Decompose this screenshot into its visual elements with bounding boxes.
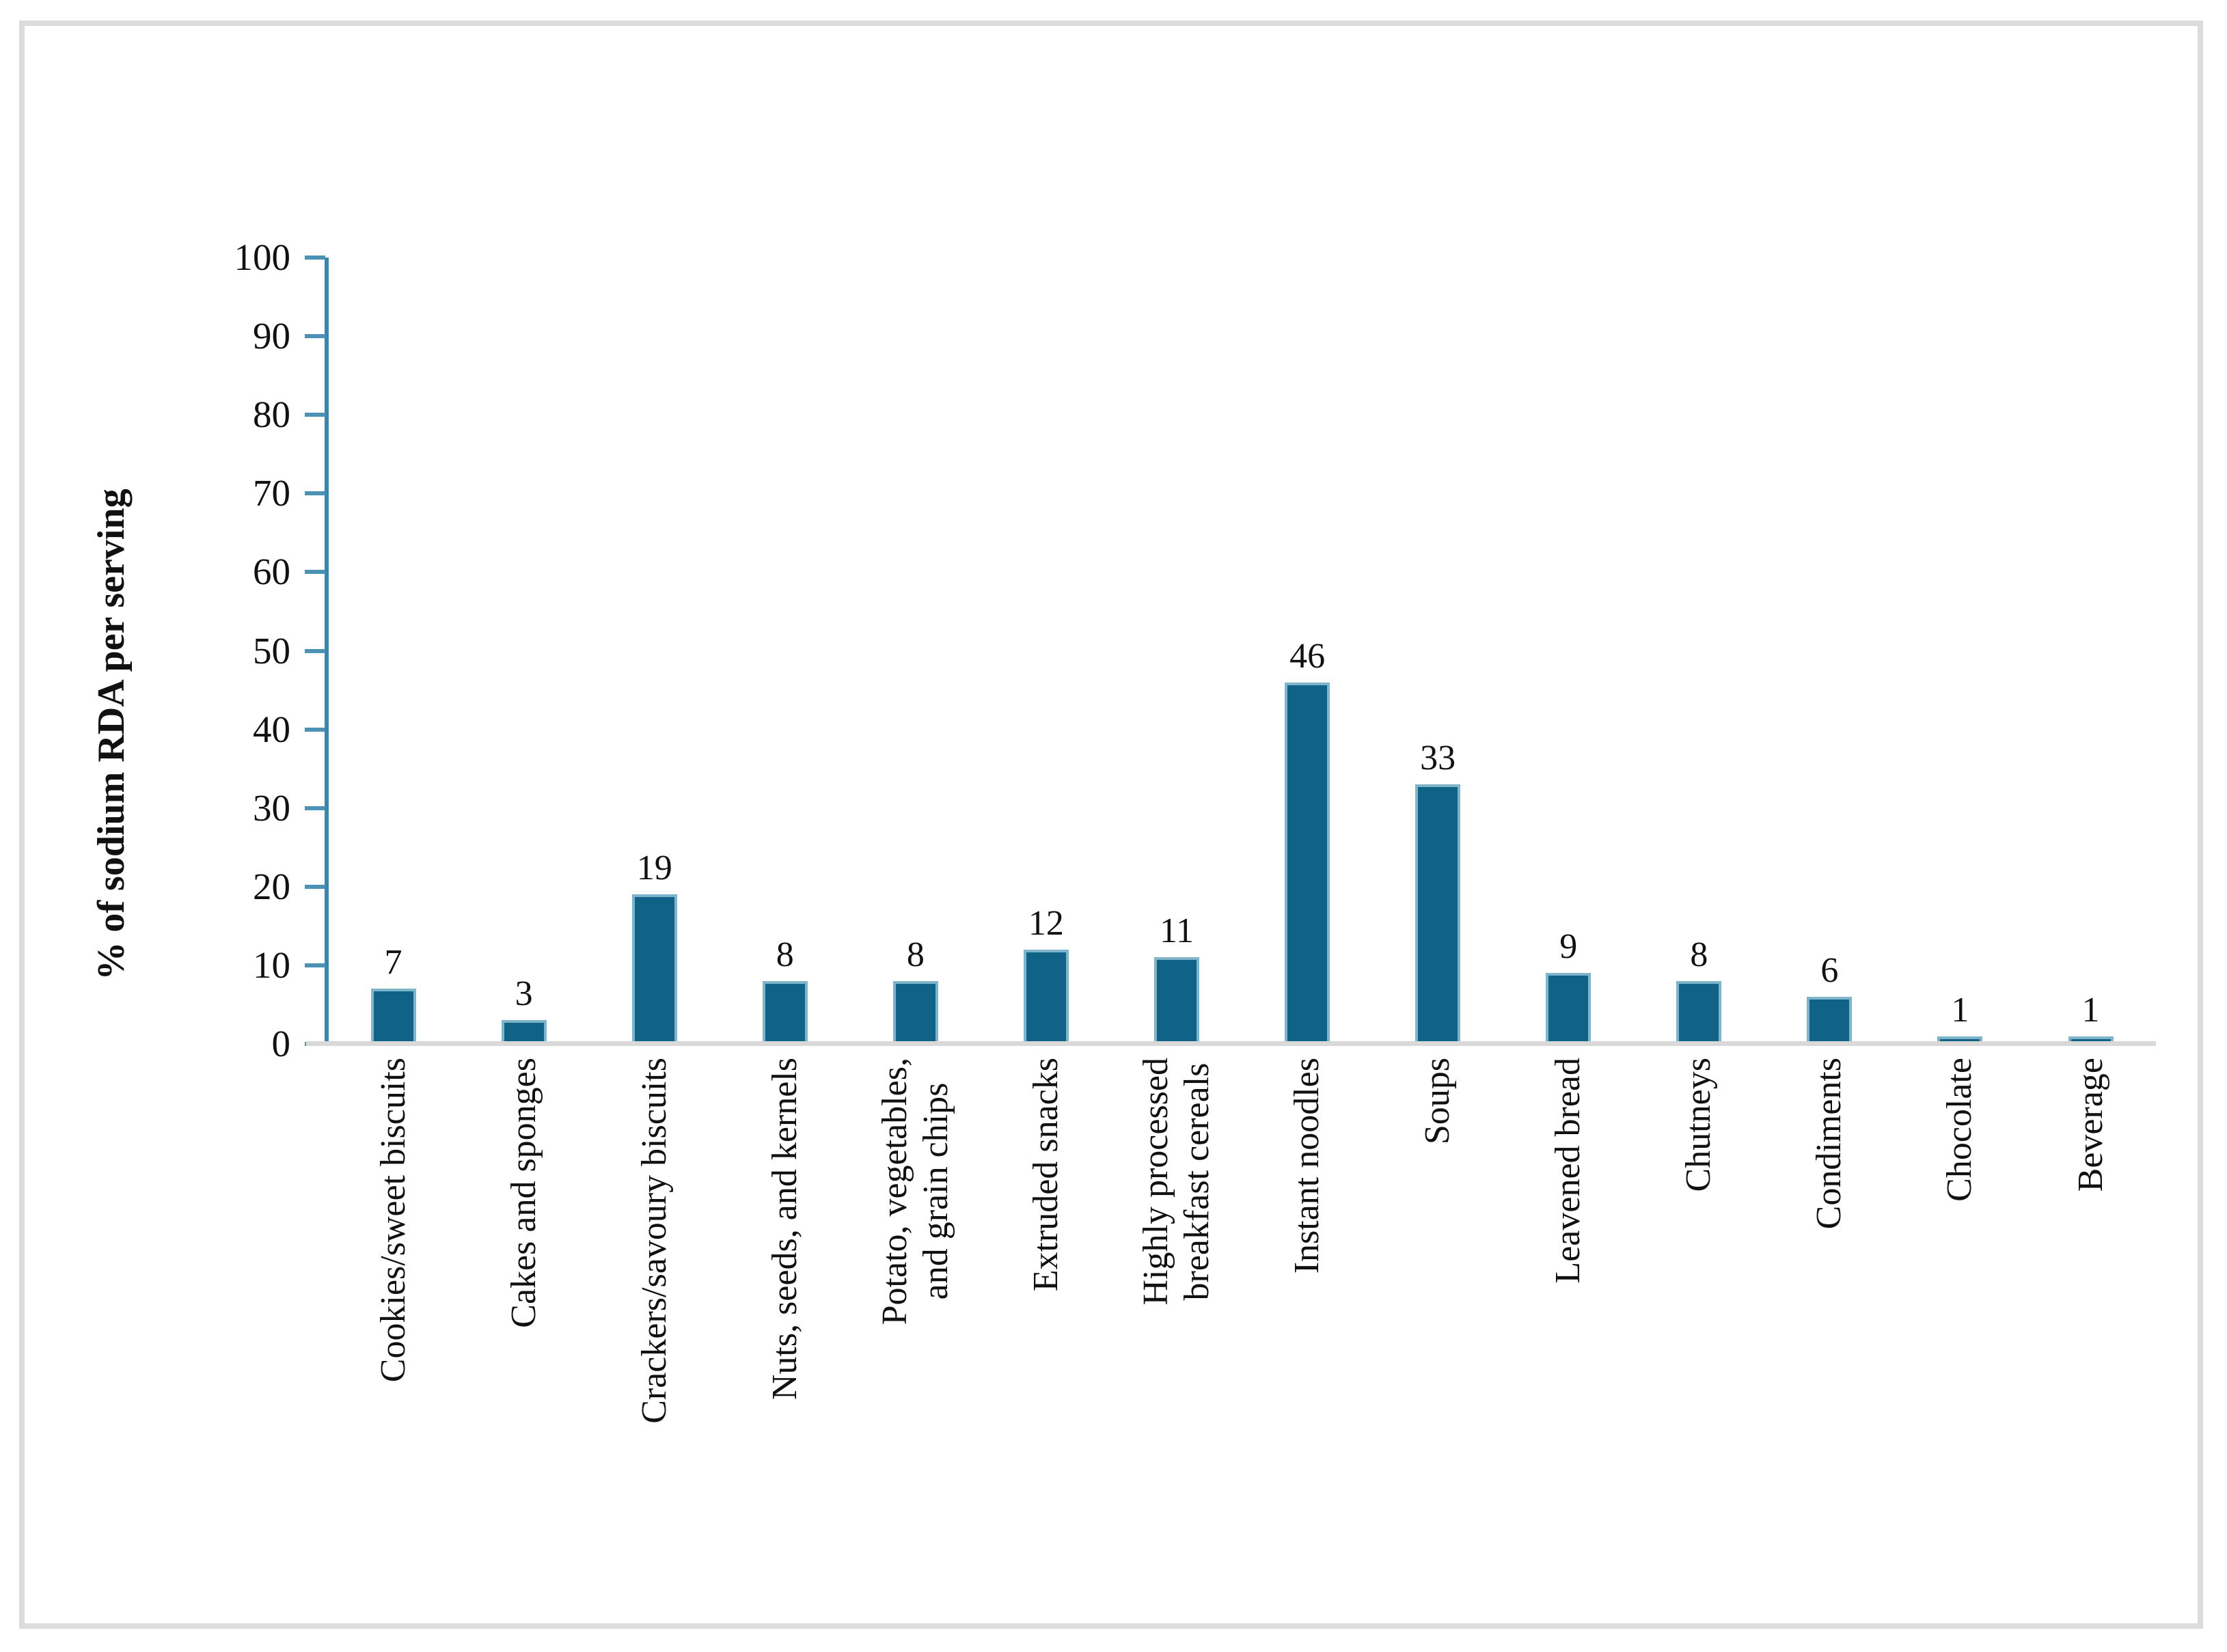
category-slot: Potato, vegetables, and grain chips — [850, 1058, 981, 1584]
category-label: Potato, vegetables, and grain chips — [875, 1058, 955, 1325]
bar-value-label: 9 — [1559, 927, 1578, 967]
category-slot: Nuts, seeds, and kernels — [720, 1058, 850, 1584]
bar — [1676, 980, 1722, 1044]
bar-value-label: 19 — [636, 849, 672, 888]
bar-value-label: 7 — [384, 943, 402, 982]
y-tick — [305, 884, 325, 889]
bar — [631, 894, 677, 1044]
bar-slot: 19 — [589, 258, 720, 1044]
bar — [370, 989, 416, 1044]
category-slot: Cookies/sweet biscuits — [328, 1058, 459, 1584]
bar-slot: 3 — [459, 258, 589, 1044]
category-label: Soups — [1418, 1058, 1458, 1145]
category-slot: Highly processed breakfast cereals — [1111, 1058, 1242, 1584]
bar — [1807, 996, 1853, 1044]
y-tick-label: 10 — [253, 944, 290, 986]
category-slot: Soups — [1373, 1058, 1503, 1584]
bar-slot: 1 — [2025, 258, 2156, 1044]
category-label: Leavened bread — [1548, 1058, 1588, 1284]
bar-value-label: 1 — [1951, 990, 1969, 1030]
y-tick — [305, 727, 325, 732]
y-tick-label: 0 — [271, 1023, 291, 1064]
category-labels: Cookies/sweet biscuits Cakes and sponges C… — [328, 1058, 2156, 1584]
bar-value-label: 11 — [1159, 911, 1194, 951]
y-tick — [305, 570, 325, 575]
bar-value-label: 8 — [776, 935, 794, 974]
category-label: Extruded snacks — [1026, 1058, 1065, 1292]
category-slot: Chocolate — [1895, 1058, 2025, 1584]
bar-slot: 1 — [1895, 258, 2025, 1044]
bar-value-label: 3 — [515, 974, 533, 1014]
bar-slot: 9 — [1503, 258, 1634, 1044]
y-tick-label: 100 — [234, 236, 291, 278]
y-tick-label: 20 — [253, 865, 290, 907]
category-slot: Condiments — [1764, 1058, 1895, 1584]
bar — [1154, 957, 1199, 1044]
bar — [1023, 949, 1069, 1044]
bar-slot: 11 — [1111, 258, 1242, 1044]
category-slot: Leavened bread — [1503, 1058, 1634, 1584]
category-label: Beverage — [2071, 1058, 2110, 1192]
y-tick — [305, 256, 325, 260]
x-axis-baseline — [306, 1041, 2156, 1046]
y-tick-label: 70 — [253, 472, 290, 514]
category-label: Crackers/savoury biscuits — [634, 1058, 674, 1424]
bar-value-label: 33 — [1420, 739, 1456, 778]
category-slot: Chutneys — [1634, 1058, 1764, 1584]
y-tick-label: 60 — [253, 551, 290, 593]
bar-slot: 8 — [850, 258, 981, 1044]
bar-value-label: 46 — [1289, 636, 1326, 676]
bar-value-label: 12 — [1028, 903, 1064, 943]
category-slot: Instant noodles — [1242, 1058, 1373, 1584]
bar-slot: 8 — [720, 258, 850, 1044]
category-label: Cookies/sweet biscuits — [373, 1058, 413, 1383]
y-tick — [305, 806, 325, 810]
y-tick — [305, 413, 325, 417]
bar-slot: 6 — [1764, 258, 1895, 1044]
bar-value-label: 8 — [906, 935, 925, 974]
category-slot: Crackers/savoury biscuits — [589, 1058, 720, 1584]
plot-area: 7 3 19 8 8 12 11 46 33 9 8 6 1 1 — [305, 256, 2156, 1046]
y-tick-label: 40 — [253, 708, 290, 750]
y-axis-line — [325, 258, 329, 1045]
category-label: Highly processed breakfast cereals — [1136, 1058, 1216, 1306]
y-tick-label: 90 — [253, 315, 290, 357]
bar — [762, 980, 808, 1044]
category-slot: Cakes and sponges — [459, 1058, 589, 1584]
y-tick-label: 80 — [253, 394, 290, 436]
category-slot: Beverage — [2025, 1058, 2156, 1584]
bar-value-label: 8 — [1690, 935, 1708, 974]
bars-container: 7 3 19 8 8 12 11 46 33 9 8 6 1 1 — [328, 258, 2156, 1044]
category-label: Chocolate — [1940, 1058, 1980, 1202]
bar — [1415, 784, 1461, 1044]
category-slot: Extruded snacks — [981, 1058, 1111, 1584]
bar-slot: 7 — [328, 258, 459, 1044]
bar-slot: 33 — [1373, 258, 1503, 1044]
category-label: Instant noodles — [1287, 1058, 1327, 1274]
y-tick — [305, 491, 325, 496]
y-tick-label: 30 — [253, 786, 290, 829]
y-tick — [305, 334, 325, 339]
y-tick — [305, 648, 325, 653]
category-label: Nuts, seeds, and kernels — [765, 1058, 804, 1401]
bar — [892, 980, 938, 1044]
bar — [1285, 682, 1330, 1044]
bar-slot: 8 — [1634, 258, 1764, 1044]
category-label: Condiments — [1809, 1058, 1849, 1230]
bar-value-label: 6 — [1820, 950, 1839, 990]
bar — [501, 1020, 547, 1044]
bar-value-label: 1 — [2081, 990, 2100, 1030]
bar-slot: 46 — [1242, 258, 1373, 1044]
y-tick — [305, 963, 325, 967]
category-label: Chutneys — [1679, 1058, 1719, 1192]
outer-frame — [19, 20, 2203, 1629]
y-tick-label: 50 — [253, 629, 290, 672]
bar-slot: 12 — [981, 258, 1111, 1044]
category-label: Cakes and sponges — [504, 1058, 543, 1328]
bar — [1546, 973, 1591, 1044]
